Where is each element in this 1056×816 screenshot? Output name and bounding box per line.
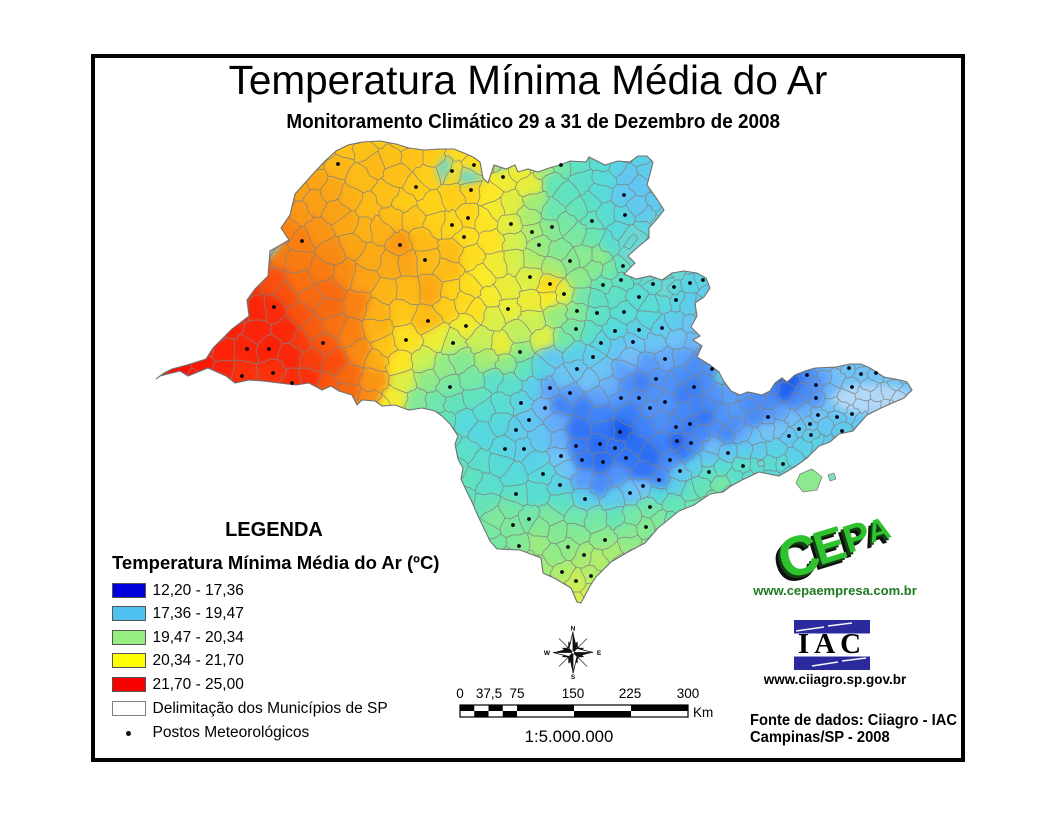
svg-text:1:5.000.000: 1:5.000.000 [525, 727, 614, 746]
svg-text:0: 0 [456, 686, 464, 701]
svg-text:N: N [571, 626, 576, 633]
svg-text:37,5: 37,5 [476, 686, 502, 701]
svg-text:Km: Km [693, 705, 713, 720]
svg-text:W: W [544, 650, 551, 657]
svg-text:75: 75 [509, 686, 524, 701]
svg-text:300: 300 [677, 686, 700, 701]
svg-text:S: S [571, 674, 576, 681]
svg-text:IAC: IAC [798, 628, 866, 660]
svg-text:225: 225 [619, 686, 642, 701]
svg-text:E: E [597, 650, 602, 657]
svg-text:150: 150 [562, 686, 585, 701]
